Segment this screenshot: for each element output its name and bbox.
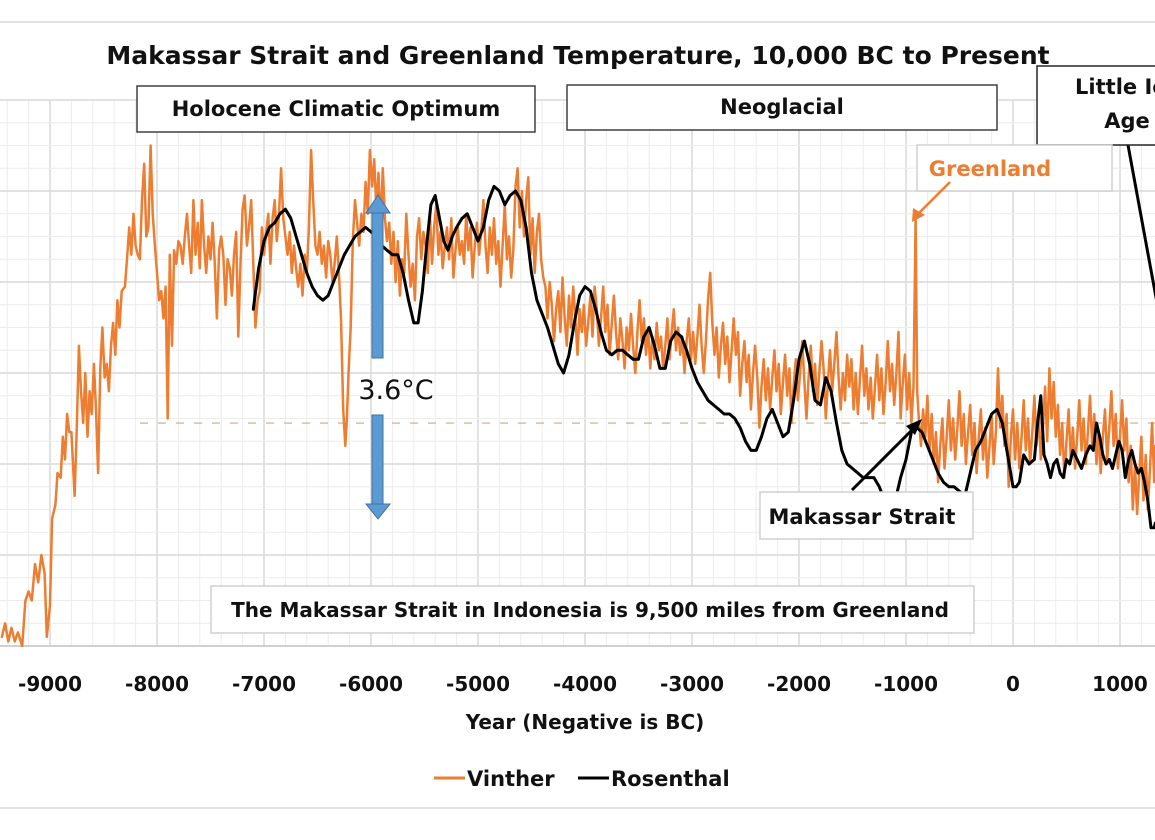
makassar-box <box>759 491 974 540</box>
annotation-greenland: Greenland <box>912 144 1113 222</box>
holocene-label: Holocene Climatic Optimum <box>172 97 501 121</box>
legend: Vinther Rosenthal <box>434 767 730 791</box>
series-rosenthal <box>251 184 1155 530</box>
distance-note-text: The Makassar Strait in Indonesia is 9,50… <box>231 598 949 622</box>
legend-item-rosenthal[interactable]: Rosenthal <box>578 767 730 791</box>
legend-label-rosenthal: Rosenthal <box>611 767 730 791</box>
neoglacial-box <box>566 84 998 131</box>
chart-title: Makassar Strait and Greenland Temperatur… <box>106 41 1049 70</box>
x-tick-label: -1000 <box>874 672 938 696</box>
annotation-temperature-delta: 3.6°C <box>358 194 434 520</box>
neoglacial-label: Neoglacial <box>720 95 844 119</box>
x-tick-label: -5000 <box>446 672 510 696</box>
little-ice-age-line1: Little Ice <box>1075 75 1155 99</box>
annotation-makassar: Makassar Strait <box>759 419 974 540</box>
series-group <box>0 144 1155 648</box>
annotation-distance-note: The Makassar Strait in Indonesia is 9,50… <box>210 585 975 634</box>
x-axis-ticks: -9000 -8000 -7000 -6000 -5000 -4000 -3000 -2000… <box>18 672 1148 696</box>
series-vinther <box>0 144 1155 648</box>
annotation-little-ice-age: Little Ice Age <box>1036 65 1155 301</box>
makassar-label: Makassar Strait <box>769 505 956 529</box>
x-tick-label: -6000 <box>339 672 403 696</box>
grid <box>0 99 1155 647</box>
legend-item-vinther[interactable]: Vinther <box>434 767 555 791</box>
annotation-neoglacial: Neoglacial <box>566 84 998 131</box>
line-rosenthal <box>251 184 1155 530</box>
x-tick-label: -9000 <box>18 672 82 696</box>
arrow-down-icon <box>364 503 392 520</box>
makassar-arrow-head-icon <box>906 419 922 435</box>
x-tick-label: -7000 <box>232 672 296 696</box>
little-ice-age-line2: Age <box>1104 109 1150 133</box>
x-axis-label: Year (Negative is BC) <box>465 710 705 734</box>
delta-arrow-lower-shaft <box>371 414 384 506</box>
distance-note-box <box>210 585 975 634</box>
x-tick-label: 1000 <box>1092 672 1148 696</box>
x-tick-label: -4000 <box>553 672 617 696</box>
greenland-arrow-head-icon <box>912 208 925 222</box>
greenland-label: Greenland <box>929 157 1051 181</box>
arrow-up-icon <box>365 194 391 214</box>
x-tick-label: -3000 <box>660 672 724 696</box>
little-ice-age-box <box>1036 65 1155 146</box>
line-vinther <box>0 144 1155 648</box>
little-ice-age-pointer <box>1126 144 1155 301</box>
holocene-box <box>136 85 536 133</box>
x-tick-label: -8000 <box>125 672 189 696</box>
greenland-arrow-shaft <box>917 181 951 215</box>
delta-label: 3.6°C <box>358 375 433 406</box>
annotation-holocene: Holocene Climatic Optimum <box>136 85 536 133</box>
legend-label-vinther: Vinther <box>467 767 555 791</box>
x-tick-label: -2000 <box>767 672 831 696</box>
x-tick-label: 0 <box>1006 672 1020 696</box>
makassar-arrow-shaft <box>850 426 916 492</box>
delta-arrow-upper-shaft <box>371 211 384 359</box>
